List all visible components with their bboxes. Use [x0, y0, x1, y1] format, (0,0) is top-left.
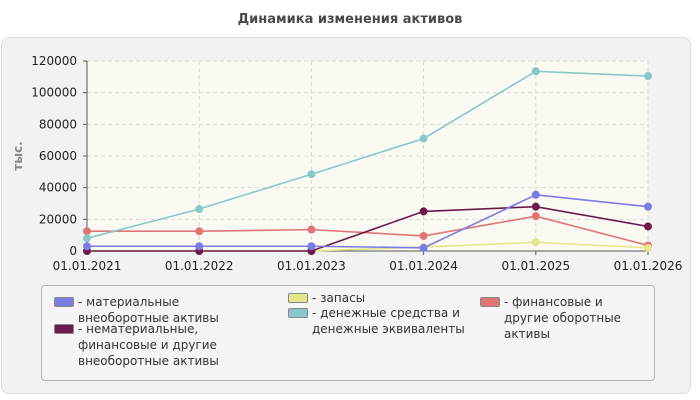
data-point — [531, 238, 540, 247]
data-point — [195, 242, 204, 251]
legend-label: - финансовые и другие оборотные активы — [504, 295, 622, 341]
series-line — [87, 215, 649, 247]
data-point — [419, 134, 428, 143]
x-tick-label: 01.01.2023 — [277, 259, 346, 273]
axes: 0 20000 40000 60000 80000 100000 120000 01.01.2… — [31, 54, 682, 273]
y-axis-label: тыс. — [11, 141, 25, 170]
data-point — [644, 222, 652, 231]
y-tick-label: 0 — [69, 244, 77, 258]
x-tick-label: 01.01.2021 — [53, 259, 122, 273]
legend: - материальные внеоборотные активы - нема… — [41, 285, 655, 381]
legend-swatch — [480, 297, 500, 307]
data-point — [307, 242, 316, 251]
chart-title: Динамика изменения активов — [237, 12, 463, 27]
data-point — [531, 202, 540, 211]
data-point — [195, 205, 204, 214]
data-point — [83, 227, 91, 236]
y-tick-label: 60000 — [39, 149, 77, 163]
legend-label: - нематериальные, финансовые и другие вн… — [78, 322, 219, 368]
series-line — [87, 193, 649, 249]
data-point — [419, 243, 428, 252]
y-tick-label: 40000 — [39, 181, 77, 195]
data-point — [531, 212, 540, 221]
x-tick-label: 01.01.2026 — [614, 259, 683, 273]
legend-swatch — [288, 293, 308, 303]
legend-item: - финансовые и другие оборотные активы — [480, 294, 650, 342]
legend-label: - материальные внеоборотные активы — [78, 295, 219, 325]
series-line — [87, 205, 649, 252]
data-point — [83, 234, 91, 243]
data-point — [644, 72, 652, 81]
y-tick-label: 120000 — [31, 54, 77, 68]
legend-item: - материальные внеоборотные активы — [54, 294, 254, 326]
y-tick-label: 80000 — [39, 117, 77, 131]
series-lines — [86, 70, 649, 252]
data-point — [83, 242, 91, 251]
y-tick-label: 20000 — [39, 212, 77, 226]
y-tick-label: 100000 — [31, 86, 77, 100]
data-point — [195, 227, 204, 236]
data-point — [531, 190, 540, 199]
data-point — [307, 170, 316, 179]
legend-item: - запасы — [288, 290, 448, 306]
legend-item: - нематериальные, финансовые и другие вн… — [54, 321, 254, 369]
legend-swatch — [288, 308, 308, 318]
legend-label: - денежные средства и денежные эквивален… — [312, 306, 465, 336]
x-tick-label: 01.01.2022 — [165, 259, 234, 273]
data-point — [419, 231, 428, 240]
legend-swatch — [54, 324, 74, 334]
data-point — [307, 225, 316, 234]
x-tick-label: 01.01.2024 — [389, 259, 458, 273]
grid-lines — [87, 60, 649, 251]
legend-item: - денежные средства и денежные эквивален… — [288, 305, 478, 337]
data-point — [644, 243, 652, 252]
data-point — [531, 67, 540, 76]
legend-label: - запасы — [312, 291, 366, 305]
legend-swatch — [54, 297, 74, 307]
x-tick-label: 01.01.2025 — [501, 259, 570, 273]
data-point — [644, 202, 652, 211]
data-point — [419, 207, 428, 216]
series-line — [86, 70, 649, 240]
series-points — [83, 67, 652, 255]
